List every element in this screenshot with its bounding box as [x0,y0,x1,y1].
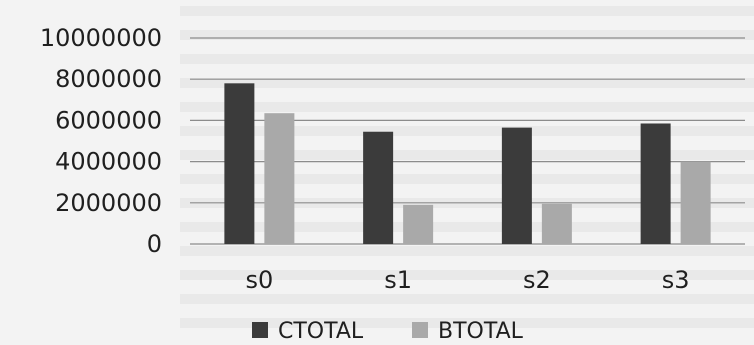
background-text-smudge [180,78,754,88]
y-tick-label: 2000000 [55,189,162,217]
bar-ctotal-s3 [640,123,671,244]
x-axis-categories: s0 s1 s2 s3 [245,266,689,294]
background-text-smudge [180,102,754,112]
x-category-label: s0 [245,266,273,294]
y-tick-label: 6000000 [55,106,162,134]
background-text-smudge [180,246,754,256]
bar-ctotal-s2 [501,127,532,244]
bars [224,83,711,244]
legend-swatch-ctotal [252,322,268,338]
y-axis-ticks: 0 2000000 4000000 6000000 8000000 10000000 [40,24,162,258]
x-category-label: s3 [662,266,690,294]
y-tick-label: 10000000 [40,24,162,52]
x-category-label: s1 [384,266,412,294]
x-category-label: s2 [523,266,551,294]
background-text-smudge [180,318,754,328]
bar-btotal-s2 [541,203,572,244]
background-text-smudge [180,270,754,280]
background-text-smudge [180,294,754,304]
background-text-smudge [180,150,754,160]
legend: CTOTAL BTOTAL [252,319,524,344]
legend-label-btotal: BTOTAL [438,319,524,344]
y-tick-label: 0 [147,230,162,258]
bar-ctotal-s0 [224,83,255,244]
bar-btotal-s1 [403,204,434,244]
y-tick-label: 8000000 [55,65,162,93]
background-text-layer [180,6,754,328]
legend-label-ctotal: CTOTAL [278,319,364,344]
background-text-smudge [180,222,754,232]
bar-btotal-s0 [264,113,295,244]
background-text-smudge [180,30,754,40]
bar-ctotal-s1 [363,131,394,244]
background-text-smudge [180,6,754,16]
y-tick-label: 4000000 [55,148,162,176]
background-text-smudge [180,174,754,184]
background-text-smudge [180,54,754,64]
background-text-smudge [180,126,754,136]
bar-btotal-s3 [680,161,711,244]
legend-swatch-btotal [412,322,428,338]
